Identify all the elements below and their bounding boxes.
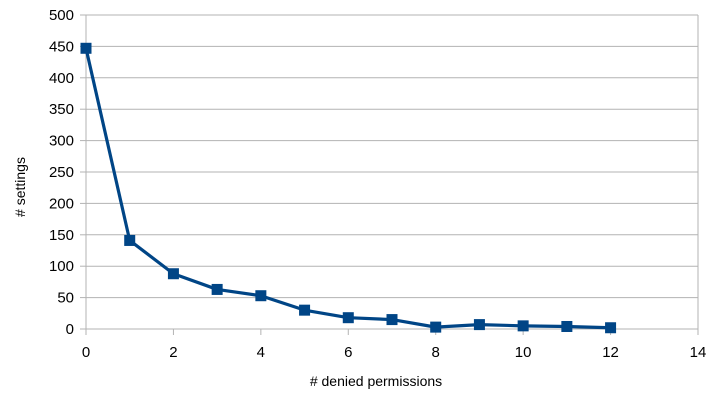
x-axis-title: # denied permissions: [310, 373, 442, 389]
data-point: [299, 304, 311, 316]
y-tick-label: 100: [49, 258, 74, 275]
x-tick-label: 4: [257, 344, 265, 361]
x-tick-label: 6: [344, 344, 352, 361]
data-point: [473, 319, 485, 331]
x-tick-label: 12: [602, 344, 619, 361]
x-tick-label: 10: [515, 344, 532, 361]
data-point: [80, 42, 92, 54]
y-tick-label: 500: [49, 7, 74, 24]
x-tick-label: 2: [169, 344, 177, 361]
data-point: [561, 320, 573, 332]
data-point: [605, 322, 617, 334]
data-point: [430, 321, 442, 333]
data-point: [517, 320, 529, 332]
y-tick-label: 400: [49, 70, 74, 87]
gridlines: [86, 14, 698, 330]
x-tick-label: 0: [82, 344, 90, 361]
data-point: [211, 283, 223, 295]
y-tick-label: 300: [49, 133, 74, 150]
series: [80, 42, 617, 334]
y-tick-label: 50: [57, 290, 74, 307]
series-line: [84, 47, 611, 330]
y-tick-label: 200: [49, 195, 74, 212]
y-tick-label: 0: [66, 321, 74, 338]
y-axis-ticks: 0 50 100 150 200 250 300 350 400 450 500: [49, 7, 86, 338]
x-axis-ticks: 0 2 4 6 8 10 12 14: [82, 329, 707, 361]
data-point: [167, 268, 179, 280]
y-tick-label: 350: [49, 101, 74, 118]
data-point: [255, 290, 267, 302]
y-tick-label: 150: [49, 227, 74, 244]
x-tick-label: 8: [432, 344, 440, 361]
axes: [85, 15, 699, 330]
y-axis-title: # settings: [12, 157, 28, 217]
y-tick-label: 250: [49, 164, 74, 181]
data-point: [386, 314, 398, 326]
y-tick-label: 450: [49, 38, 74, 55]
data-point: [342, 312, 354, 324]
data-point: [124, 234, 136, 246]
x-tick-label: 14: [690, 344, 707, 361]
